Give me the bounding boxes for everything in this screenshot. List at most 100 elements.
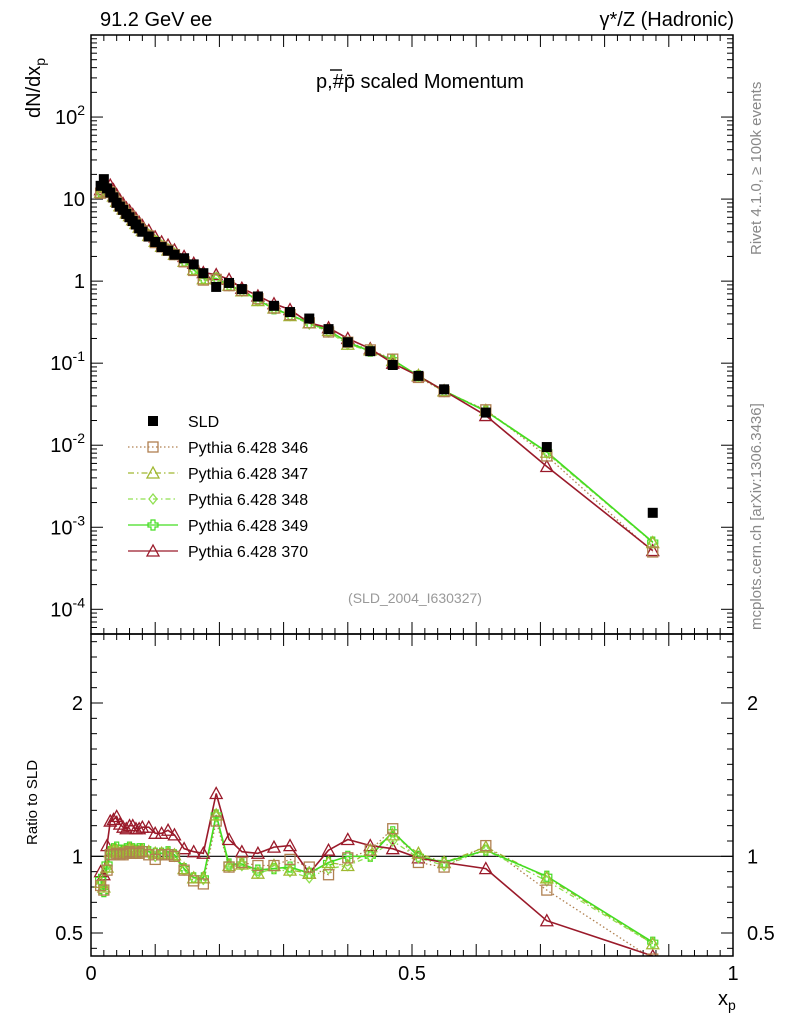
legend-label: Pythia 6.428 348 — [188, 492, 308, 509]
y-tick-label: 10-2 — [50, 430, 85, 457]
reference-label: (SLD_2004_I630327) — [348, 590, 482, 606]
legend-label: Pythia 6.428 370 — [188, 544, 308, 561]
ratio-marker — [340, 858, 355, 872]
ratio-marker — [101, 858, 113, 870]
ratio-marker — [196, 845, 211, 859]
ratio-y-label: Ratio to SLD — [24, 760, 41, 845]
ratio-marker — [539, 870, 554, 884]
ratio-marker — [223, 861, 235, 873]
ratio-marker — [176, 841, 192, 855]
rivet-label: Rivet 4.1.0, ≥ 100k events — [748, 82, 765, 255]
legend-label: Pythia 6.428 346 — [188, 440, 308, 457]
data-point — [304, 313, 315, 324]
x-axis-label: xp — [718, 988, 736, 1013]
ratio-marker — [125, 842, 140, 856]
ratio-marker — [186, 844, 201, 858]
ratio-marker — [413, 851, 424, 864]
legend: SLD Pythia 6.428 346 Pythia 6.428 347 Pythi… — [128, 414, 308, 561]
ratio-marker — [480, 839, 492, 852]
ratio-marker — [167, 827, 182, 841]
ratio-marker — [136, 846, 149, 858]
ratio-marker — [112, 816, 127, 830]
data-point — [188, 259, 199, 270]
ratio-marker — [387, 823, 399, 835]
data-point — [647, 507, 658, 518]
main-series-layer — [93, 174, 660, 558]
ratio-marker — [106, 812, 121, 826]
ratio-marker — [385, 841, 400, 855]
ratio-marker — [234, 856, 249, 870]
ratio-marker — [439, 859, 449, 872]
ratio-marker — [103, 813, 118, 827]
legend-marker — [148, 492, 158, 506]
ratio-marker — [101, 864, 113, 876]
mcplots-label: mcplots.cern.ch [arXiv:1306.3436] — [748, 403, 765, 630]
ratio-marker — [109, 809, 124, 823]
legend-marker — [147, 519, 159, 531]
ratio-marker — [266, 839, 282, 853]
series-marker — [647, 546, 659, 558]
legend-marker — [145, 465, 161, 479]
legend-label: Pythia 6.428 349 — [188, 518, 308, 535]
x-tick-label: 0 — [85, 963, 96, 985]
ratio-marker — [340, 832, 355, 846]
ratio-marker — [282, 838, 298, 852]
ratio-marker — [99, 859, 115, 873]
data-point — [224, 277, 235, 288]
header-right: γ*/Z (Hadronic) — [600, 9, 734, 31]
legend-marker — [145, 543, 161, 557]
ratio-marker — [269, 862, 279, 875]
header-left: 91.2 GeV ee — [100, 9, 212, 31]
ratio-marker — [186, 870, 201, 884]
ratio-y-tick-label-right: 1 — [747, 846, 758, 868]
y-tick-label: 10-1 — [50, 348, 85, 375]
data-point — [252, 291, 263, 302]
ratio-marker — [155, 849, 168, 861]
ratio-series-group — [93, 786, 660, 956]
ratio-marker — [162, 849, 174, 861]
data-point — [95, 180, 106, 191]
data-point — [541, 442, 552, 453]
ratio-marker — [160, 822, 176, 836]
data-point — [108, 192, 119, 203]
main-axes: 10-4 10-3 10-2 10-1 1 10 102 — [50, 35, 734, 635]
ratio-marker — [221, 858, 237, 872]
series-line — [99, 182, 654, 552]
ratio-marker — [284, 853, 296, 866]
data-point — [163, 245, 174, 256]
ratio-marker — [197, 878, 210, 890]
ratio-marker — [178, 864, 190, 876]
data-point — [169, 249, 180, 260]
x-tick-label: 1 — [727, 963, 738, 985]
data-point — [150, 236, 161, 247]
ratio-frame — [90, 633, 734, 957]
ratio-marker — [98, 884, 110, 896]
series-marker — [645, 543, 660, 557]
ratio-marker — [154, 825, 169, 839]
legend-marker — [147, 441, 159, 453]
ratio-series-layer — [93, 786, 660, 956]
data-point — [285, 307, 296, 318]
ratio-marker — [321, 855, 336, 869]
legend-marker — [148, 416, 158, 426]
series-marker — [539, 459, 554, 473]
series-line — [100, 187, 654, 543]
data-point — [211, 281, 222, 292]
y-tick-label: 102 — [55, 102, 85, 129]
data-point — [413, 370, 424, 381]
ratio-marker — [411, 845, 426, 859]
ratio-line — [99, 814, 654, 943]
ratio-marker — [210, 815, 222, 827]
data-point — [365, 346, 376, 357]
ratio-marker — [141, 819, 156, 833]
legend-label: Pythia 6.428 347 — [188, 466, 308, 483]
ratio-marker — [478, 861, 493, 875]
ratio-marker — [539, 913, 554, 927]
ratio-marker — [96, 879, 111, 893]
ratio-marker — [252, 859, 264, 872]
y-tick-label: 10 — [63, 189, 85, 211]
data-point — [480, 407, 491, 418]
main-title: p,#p̄ scaled Momentum — [316, 71, 524, 93]
series-line — [100, 185, 654, 544]
